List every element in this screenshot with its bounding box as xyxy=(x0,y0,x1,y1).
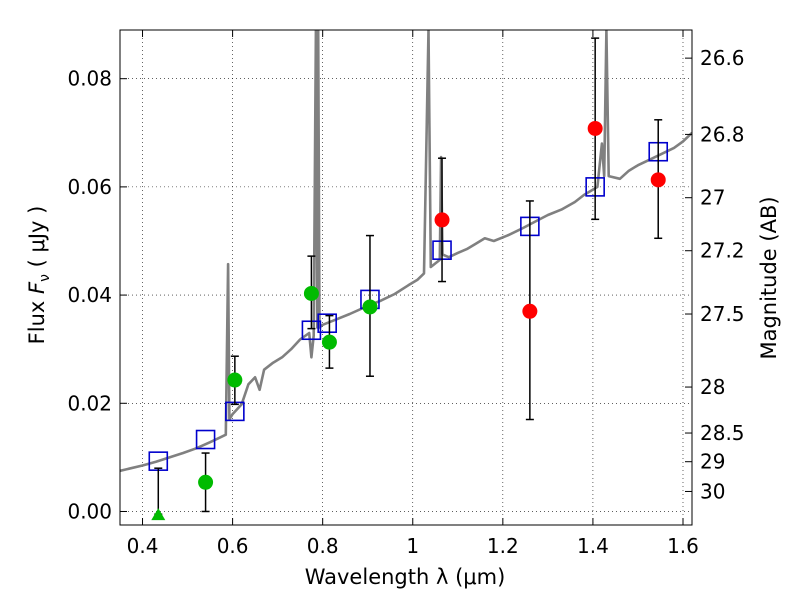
model-flux-square xyxy=(317,313,337,334)
y-tick-label: 0.02 xyxy=(67,391,112,415)
magnitude-tick-label: 26.8 xyxy=(700,122,745,146)
series-hst-detections xyxy=(198,234,378,513)
y-axis-label: Flux Fν ( μJy ) xyxy=(25,206,53,345)
flux-point xyxy=(198,474,214,490)
x-tick-label: 0.6 xyxy=(217,534,249,558)
x-tick-label: 1.6 xyxy=(667,534,699,558)
magnitude-tick-label: 28 xyxy=(700,375,725,399)
magnitude-tick-label: 28.5 xyxy=(700,421,745,445)
x-tick-label: 1.4 xyxy=(577,534,609,558)
magnitude-tick-label: 29 xyxy=(700,450,725,474)
x-tick-label: 1.2 xyxy=(487,534,519,558)
x-axis-label: Wavelength λ (μm) xyxy=(305,565,506,589)
flux-point xyxy=(587,120,603,136)
x-tick-label: 0.8 xyxy=(307,534,339,558)
flux-point xyxy=(303,285,319,301)
x-axis: 0.4 0.6 0.8 1 1.2 1.4 1.6 xyxy=(127,30,699,558)
y-axis: 0.00 0.02 0.04 0.06 0.08 xyxy=(67,67,127,523)
right-magnitude-axis: 26.6 26.8 27 27.2 27.5 28 28.5 29 30 xyxy=(685,46,745,503)
upper-limit-triangle xyxy=(151,508,166,521)
flux-point xyxy=(321,334,337,350)
x-tick-label: 0.4 xyxy=(127,534,159,558)
axes-frame xyxy=(119,29,693,526)
magnitude-tick-label: 30 xyxy=(700,479,725,503)
plot-area xyxy=(120,30,692,521)
right-axis-label: Magnitude (AB) xyxy=(757,196,781,359)
magnitude-tick-label: 27.5 xyxy=(700,302,745,326)
y-tick-label: 0.06 xyxy=(67,175,112,199)
spectrum-line xyxy=(120,30,692,473)
flux-point xyxy=(227,372,243,388)
flux-point xyxy=(362,299,378,315)
series-spitzer-ir-detections xyxy=(434,37,666,421)
y-tick-label: 0.04 xyxy=(67,283,112,307)
model-flux-square xyxy=(195,429,216,450)
y-tick-label: 0.00 xyxy=(67,499,112,523)
series-model-spectrum xyxy=(120,30,692,473)
flux-point xyxy=(650,172,666,188)
x-tick-label: 1 xyxy=(406,534,419,558)
y-tick-label: 0.08 xyxy=(67,67,112,91)
magnitude-tick-label: 26.6 xyxy=(700,46,745,70)
magnitude-tick-label: 27 xyxy=(700,186,725,210)
magnitude-tick-label: 27.2 xyxy=(700,239,745,263)
series-hst-upper-limit xyxy=(151,467,166,521)
flux-point xyxy=(522,303,538,319)
flux-point xyxy=(434,212,450,228)
